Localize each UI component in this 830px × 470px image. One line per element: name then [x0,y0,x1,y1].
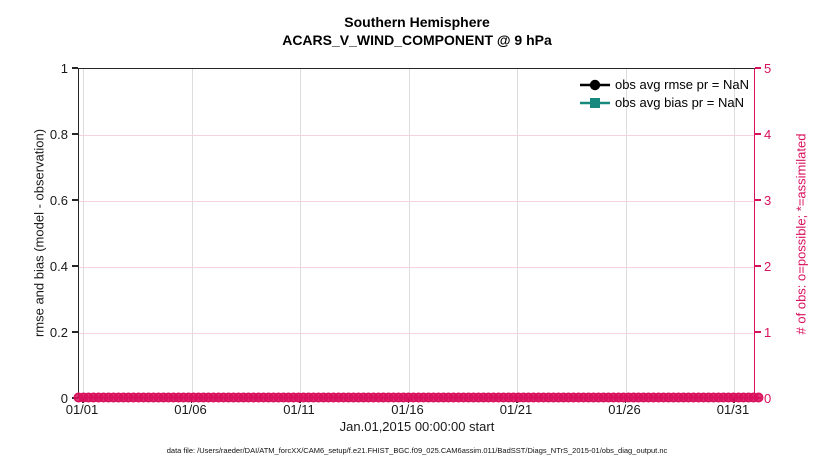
x-tick-label: 01/01 [65,402,99,417]
y-left-tick-mark [72,199,78,201]
legend-item-rmse: obs avg rmse pr = NaN [579,77,749,92]
x-tick-label: 01/11 [283,402,315,417]
gridline-vertical [300,69,301,397]
y-left-tick-label: 1 [60,60,68,76]
gridline-vertical [408,69,410,397]
y-left-tick-mark [72,265,78,267]
plot-area: obs avg rmse pr = NaN obs avg bias pr = … [73,68,764,403]
legend-item-bias: obs avg bias pr = NaN [579,95,749,110]
x-axis-label: Jan.01,2015 00:00:00 start [339,419,495,434]
gridline-vertical [734,69,735,397]
y-left-tick-label: 0.2 [49,324,68,340]
legend: obs avg rmse pr = NaN obs avg bias pr = … [579,77,749,110]
legend-label-rmse: obs avg rmse pr = NaN [614,77,749,92]
y-right-tick-label: 4 [764,126,772,142]
y-left-tick-label: 0.6 [49,192,68,208]
y-right-tick-label: 0 [764,390,772,406]
x-tick-label: 01/26 [608,402,641,417]
y-right-tick-mark [755,67,761,69]
y-left-tick-mark [72,331,78,333]
x-tick-label: 01/31 [716,402,750,417]
x-tick-label: 01/06 [174,402,207,417]
possible-obs-markers-band [73,392,764,403]
data-file-caption: data file: /Users/raeder/DAI/ATM_forcXX/… [166,446,668,455]
y-right-tick-mark [755,331,761,333]
gridline-horizontal [79,135,754,136]
y-axis-label-left: rmse and bias (model - observation) [31,128,47,338]
y-right-tick-mark [755,265,761,267]
y-right-tick-label: 2 [764,258,772,274]
y-left-tick-label: 0.8 [49,126,68,142]
legend-label-bias: obs avg bias pr = NaN [614,95,744,110]
x-tick-label: 01/16 [391,402,424,417]
gridline-horizontal [79,267,754,268]
y-left-tick-mark [72,133,78,135]
gridline-vertical [191,69,193,397]
gridline-horizontal [79,201,754,202]
y-left-tick-label: 0 [60,390,68,406]
y-left-tick-mark [72,67,78,69]
y-right-tick-mark [755,199,761,201]
bias-line-square-marker-icon [579,97,610,108]
chart-title: Southern Hemisphere [344,14,490,30]
chart-subtitle: ACARS_V_WIND_COMPONENT @ 9 hPa [282,32,552,48]
gridline-vertical [83,69,84,397]
gridline-vertical [517,69,518,397]
gridline-vertical [625,69,627,397]
y-left-tick-label: 0.4 [49,258,68,274]
y-right-tick-label: 1 [764,324,772,340]
y-axis-label-right: # of obs: o=possible; *=assimilated [793,133,809,335]
y-right-tick-mark [755,133,761,135]
rmse-line-circle-marker-icon [579,79,610,90]
y-right-tick-label: 3 [764,192,772,208]
gridline-horizontal [79,333,754,334]
x-tick-label: 01/21 [499,402,533,417]
y-right-tick-label: 5 [764,60,772,76]
